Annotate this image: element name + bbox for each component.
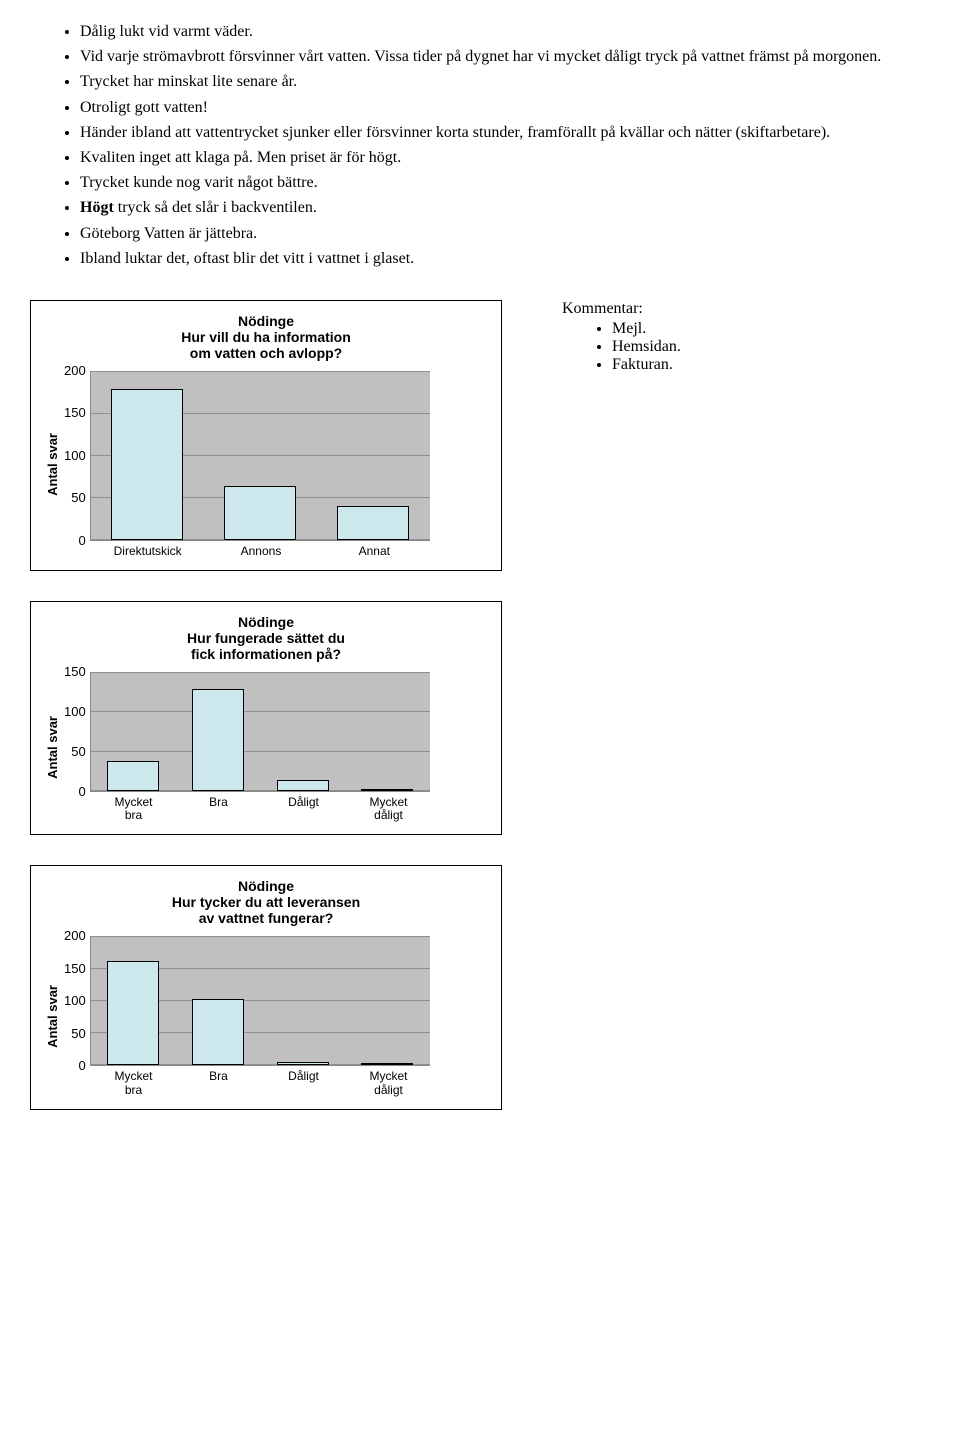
bar xyxy=(361,1063,413,1065)
bullet-item: Högt tryck så det slår i backventilen. xyxy=(80,196,930,219)
x-label: Mycket bra xyxy=(108,1070,160,1096)
bullet-item: Trycket har minskat lite senare år. xyxy=(80,70,930,93)
bullet-item: Göteborg Vatten är jättebra. xyxy=(80,222,930,245)
bar xyxy=(277,780,329,791)
bar xyxy=(224,486,296,540)
chart-3-xlabels: Mycket bra Bra Dåligt Mycket dåligt xyxy=(91,1070,431,1096)
x-label: Dåligt xyxy=(278,1070,330,1096)
bar xyxy=(337,506,409,540)
bar xyxy=(107,961,159,1065)
bar xyxy=(111,389,183,540)
chart-1: Nödinge Hur vill du ha information om va… xyxy=(30,300,502,571)
chart-1-title: Nödinge Hur vill du ha information om va… xyxy=(41,313,491,361)
bullet-item: Dålig lukt vid varmt väder. xyxy=(80,20,930,43)
bullet-list: Dålig lukt vid varmt väder.Vid varje str… xyxy=(30,20,930,270)
comment-block: Kommentar: Mejl.Hemsidan.Fakturan. xyxy=(562,300,681,374)
comment-item: Hemsidan. xyxy=(612,338,681,356)
chart-3-title: Nödinge Hur tycker du att leveransen av … xyxy=(41,878,491,926)
chart-2: Nödinge Hur fungerade sättet du fick inf… xyxy=(30,601,502,835)
chart-1-yticks: 050100150200 xyxy=(64,371,90,541)
comment-item: Mejl. xyxy=(612,320,681,338)
bar xyxy=(361,789,413,791)
x-label: Annat xyxy=(338,545,410,558)
x-label: Bra xyxy=(193,796,245,822)
chart-3: Nödinge Hur tycker du att leveransen av … xyxy=(30,865,502,1109)
bullet-item: Trycket kunde nog varit något bättre. xyxy=(80,171,930,194)
chart-2-plot xyxy=(90,672,430,792)
bar xyxy=(107,761,159,791)
x-label: Mycket dåligt xyxy=(363,1070,415,1096)
bullet-item: Ibland luktar det, oftast blir det vitt … xyxy=(80,247,930,270)
x-label: Bra xyxy=(193,1070,245,1096)
x-label: Mycket dåligt xyxy=(363,796,415,822)
bullet-item: Kvaliten inget att klaga på. Men priset … xyxy=(80,146,930,169)
bar xyxy=(192,689,244,791)
chart-3-yticks: 050100150200 xyxy=(64,936,90,1066)
x-label: Mycket bra xyxy=(108,796,160,822)
x-label: Dåligt xyxy=(278,796,330,822)
chart-2-yticks: 050100150 xyxy=(64,672,90,792)
comment-list: Mejl.Hemsidan.Fakturan. xyxy=(562,320,681,374)
chart-2-xlabels: Mycket bra Bra Dåligt Mycket dåligt xyxy=(91,796,431,822)
x-label: Direktutskick xyxy=(112,545,184,558)
chart-1-xlabels: Direktutskick Annons Annat xyxy=(91,545,431,558)
bullet-item: Vid varje strömavbrott försvinner vårt v… xyxy=(80,45,930,68)
comment-title: Kommentar: xyxy=(562,300,681,318)
chart-3-ylabel: Antal svar xyxy=(41,985,64,1048)
bullet-item: Händer ibland att vattentrycket sjunker … xyxy=(80,121,930,144)
bullet-item: Otroligt gott vatten! xyxy=(80,96,930,119)
chart-1-plot xyxy=(90,371,430,541)
bar xyxy=(192,999,244,1065)
chart-1-ylabel: Antal svar xyxy=(41,433,64,496)
comment-item: Fakturan. xyxy=(612,356,681,374)
chart-3-plot xyxy=(90,936,430,1066)
chart-2-ylabel: Antal svar xyxy=(41,716,64,779)
chart-2-title: Nödinge Hur fungerade sättet du fick inf… xyxy=(41,614,491,662)
bar xyxy=(277,1062,329,1065)
x-label: Annons xyxy=(225,545,297,558)
